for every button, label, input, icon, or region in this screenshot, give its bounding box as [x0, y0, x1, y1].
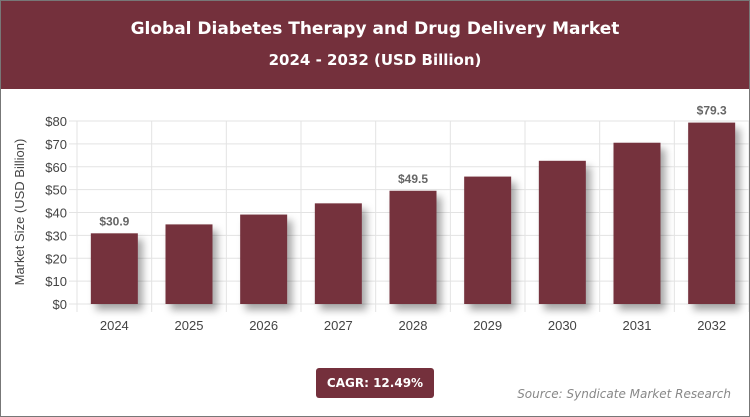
x-tick-label: 2026 — [249, 318, 278, 333]
cagr-badge: CAGR: 12.49% — [316, 368, 434, 398]
chart-title: Global Diabetes Therapy and Drug Deliver… — [130, 19, 620, 39]
x-tick-label: 2025 — [175, 318, 204, 333]
bar-2027 — [314, 203, 362, 304]
y-tick-label: $40 — [45, 206, 67, 221]
data-label: $79.3 — [697, 104, 727, 118]
x-tick-label: 2031 — [623, 318, 652, 333]
y-tick-label: $20 — [45, 251, 67, 266]
y-tick-label: $70 — [45, 137, 67, 152]
y-tick-label: $30 — [45, 228, 67, 243]
y-tick-label: $50 — [45, 183, 67, 198]
x-tick-label: 2028 — [399, 318, 428, 333]
bar-2031 — [613, 142, 661, 304]
x-tick-label: 2029 — [473, 318, 502, 333]
y-tick-label: $80 — [45, 114, 67, 129]
bar-2025 — [165, 224, 213, 304]
source-note: Source: Syndicate Market Research — [517, 387, 731, 401]
bar-chart: $0 $10 $20 $30 $40 $50 $60 $70 $80 2024 $30.9 2025 2… — [12, 104, 749, 333]
bar-2030 — [538, 160, 586, 304]
x-tick-label: 2027 — [324, 318, 353, 333]
x-tick-label: 2024 — [100, 318, 129, 333]
chart-subtitle: 2024 - 2032 (USD Billion) — [268, 51, 482, 69]
bar-2024 — [90, 233, 138, 304]
x-tick-label: 2032 — [697, 318, 726, 333]
bar-2032 — [688, 122, 736, 304]
y-tick-label: $60 — [45, 160, 67, 175]
y-tick-label: $0 — [53, 297, 67, 312]
chart-header: Global Diabetes Therapy and Drug Deliver… — [1, 1, 749, 89]
bar-2029 — [464, 176, 512, 304]
data-label: $49.5 — [398, 172, 428, 186]
x-tick-label: 2030 — [548, 318, 577, 333]
bar-2028 — [389, 190, 437, 304]
y-axis-label: Market Size (USD Billion) — [12, 139, 27, 286]
bar-2026 — [240, 214, 288, 304]
data-label: $30.9 — [99, 214, 129, 228]
y-tick-label: $10 — [45, 274, 67, 289]
